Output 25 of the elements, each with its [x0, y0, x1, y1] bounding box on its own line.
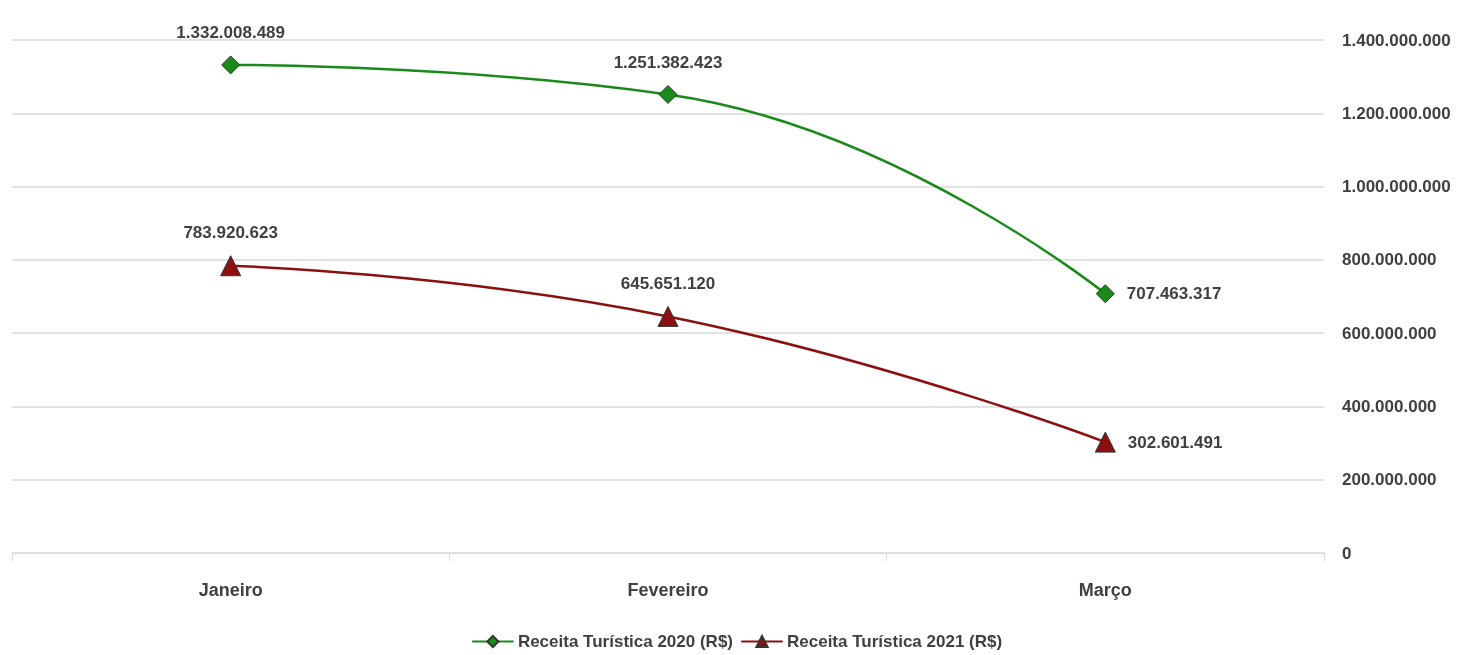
data-label: 1.332.008.489 — [176, 23, 286, 43]
y-tick-label: 1.000.000.000 — [1342, 177, 1451, 197]
y-tick-label: 0 — [1342, 543, 1352, 563]
y-tick-label: 400.000.000 — [1342, 396, 1437, 416]
x-tick-label: Março — [1078, 580, 1132, 600]
y-tick-label: 800.000.000 — [1342, 250, 1437, 270]
point — [658, 84, 678, 104]
y-tick-label: 1.400.000.000 — [1342, 30, 1451, 50]
data-label: 1.251.382.423 — [613, 52, 723, 72]
data-label: 645.651.120 — [620, 273, 716, 293]
point — [1094, 431, 1116, 453]
x-tick-label: Janeiro — [198, 580, 263, 600]
y-tick-label: 200.000.000 — [1342, 470, 1437, 490]
y-tick-label: 1.200.000.000 — [1342, 103, 1451, 123]
legend-label: Receita Turística 2020 (R$) — [517, 632, 734, 651]
point — [221, 55, 241, 75]
x-tick-label: Fevereiro — [627, 580, 709, 600]
data-label: 707.463.317 — [1126, 284, 1222, 304]
data-label: 302.601.491 — [1127, 432, 1223, 452]
y-tick-label: 600.000.000 — [1342, 323, 1437, 343]
point — [657, 305, 679, 327]
point — [1095, 284, 1115, 304]
data-label: 783.920.623 — [183, 223, 278, 243]
legend-label: Receita Turística 2021 (R$) — [787, 632, 1003, 651]
point — [220, 255, 242, 277]
